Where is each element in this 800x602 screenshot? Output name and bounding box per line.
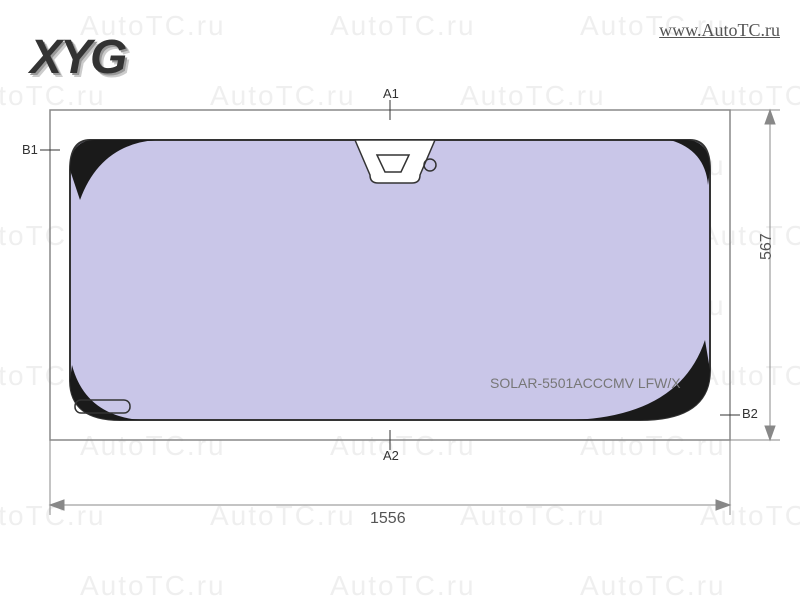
height-dimension xyxy=(765,110,775,440)
marker-a2: A2 xyxy=(383,448,399,463)
height-value: 567 xyxy=(758,233,776,260)
product-code: SOLAR-5501ACCCMV LFW/X xyxy=(490,375,681,391)
marker-b1: B1 xyxy=(22,142,38,157)
marker-a1: A1 xyxy=(383,86,399,101)
width-dimension xyxy=(50,500,730,510)
width-value: 1556 xyxy=(370,510,406,528)
marker-b2: B2 xyxy=(742,406,758,421)
